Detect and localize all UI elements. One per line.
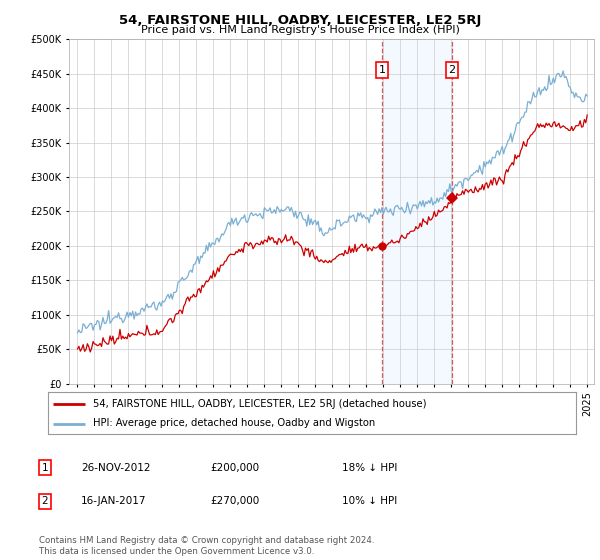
Text: HPI: Average price, detached house, Oadby and Wigston: HPI: Average price, detached house, Oadb… (93, 418, 375, 428)
Text: 1: 1 (379, 65, 385, 75)
Text: Price paid vs. HM Land Registry's House Price Index (HPI): Price paid vs. HM Land Registry's House … (140, 25, 460, 35)
Text: 54, FAIRSTONE HILL, OADBY, LEICESTER, LE2 5RJ: 54, FAIRSTONE HILL, OADBY, LEICESTER, LE… (119, 14, 481, 27)
Text: 16-JAN-2017: 16-JAN-2017 (81, 496, 146, 506)
Text: 54, FAIRSTONE HILL, OADBY, LEICESTER, LE2 5RJ (detached house): 54, FAIRSTONE HILL, OADBY, LEICESTER, LE… (93, 399, 427, 409)
Text: 2: 2 (41, 496, 49, 506)
Text: 1: 1 (41, 463, 49, 473)
Text: 10% ↓ HPI: 10% ↓ HPI (342, 496, 397, 506)
Text: 2: 2 (448, 65, 455, 75)
Text: 18% ↓ HPI: 18% ↓ HPI (342, 463, 397, 473)
Text: Contains HM Land Registry data © Crown copyright and database right 2024.
This d: Contains HM Land Registry data © Crown c… (39, 536, 374, 556)
Bar (382, 39, 452, 384)
Text: £270,000: £270,000 (210, 496, 259, 506)
Text: 26-NOV-2012: 26-NOV-2012 (81, 463, 151, 473)
Text: £200,000: £200,000 (210, 463, 259, 473)
